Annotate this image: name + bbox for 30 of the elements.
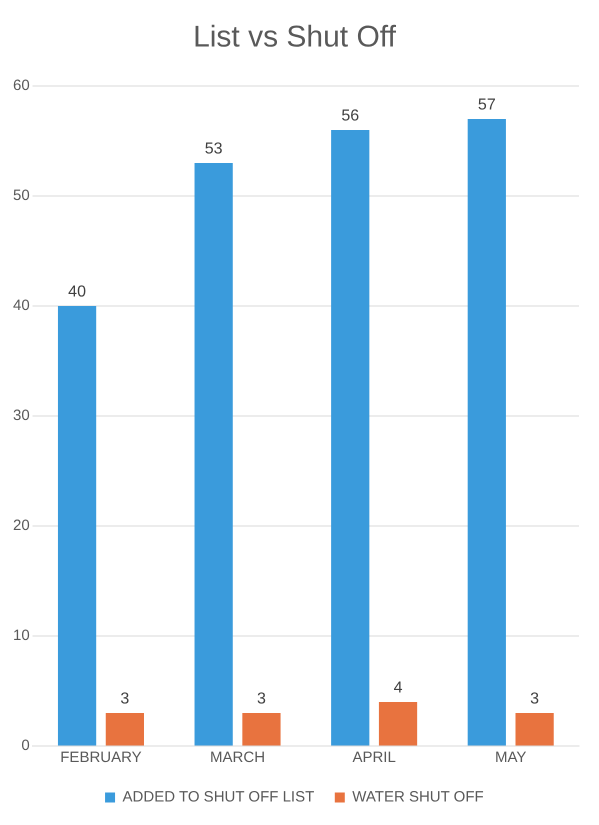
y-tick-label: 50 bbox=[12, 187, 30, 204]
bar bbox=[515, 713, 554, 746]
bar bbox=[468, 119, 506, 746]
legend-label: WATER SHUT OFF bbox=[352, 788, 484, 806]
chart-title: List vs Shut Off bbox=[193, 20, 397, 54]
bar bbox=[106, 713, 144, 746]
x-tick-label: MARCH bbox=[210, 749, 266, 766]
x-tick-label: FEBRUARY bbox=[60, 749, 142, 766]
bar bbox=[194, 163, 233, 746]
data-label: 56 bbox=[341, 107, 360, 124]
data-label: 3 bbox=[257, 690, 266, 708]
y-tick-label: 60 bbox=[12, 77, 30, 94]
data-label: 3 bbox=[530, 690, 540, 708]
data-label: 3 bbox=[120, 690, 130, 708]
bar bbox=[378, 702, 418, 746]
bar bbox=[331, 130, 370, 746]
y-tick-label: 30 bbox=[12, 407, 30, 424]
y-tick-label: 40 bbox=[12, 297, 30, 314]
y-tick-label: 10 bbox=[12, 627, 30, 644]
data-label: 4 bbox=[394, 679, 403, 696]
x-tick-label: MAY bbox=[495, 749, 526, 766]
bar bbox=[242, 713, 281, 746]
data-label: 53 bbox=[204, 140, 223, 158]
y-tick-label: 20 bbox=[12, 517, 30, 534]
data-label: 57 bbox=[478, 96, 496, 114]
legend-label: ADDED TO SHUT OFF LIST bbox=[122, 788, 314, 806]
y-tick-label: 0 bbox=[21, 737, 30, 754]
bar bbox=[58, 306, 96, 746]
x-tick-label: APRIL bbox=[352, 749, 396, 766]
data-label: 40 bbox=[68, 283, 86, 300]
